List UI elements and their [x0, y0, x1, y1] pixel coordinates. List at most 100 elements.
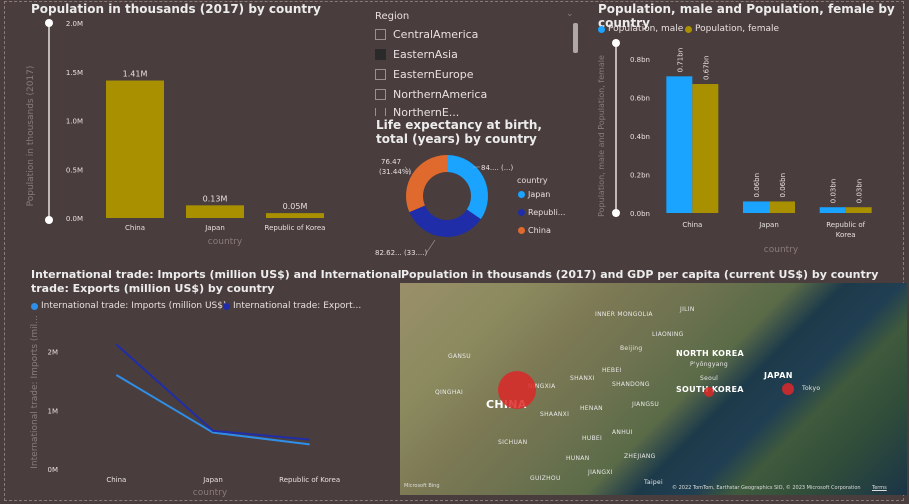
donut-slice[interactable] [447, 155, 488, 220]
region-checkbox[interactable] [375, 69, 386, 80]
gender-bar[interactable] [666, 76, 693, 213]
trade-ytick: 1M [48, 407, 59, 415]
legend-dot-icon [518, 227, 525, 234]
region-option-label: NorthernAmerica [393, 88, 488, 101]
region-option[interactable]: EasternEurope [375, 68, 474, 81]
gender-bar[interactable] [845, 207, 872, 213]
pop-bar[interactable] [106, 80, 164, 219]
map-place-label: HENAN [580, 405, 603, 412]
gender-legend-item[interactable]: Population, female [685, 24, 779, 34]
china-bubble[interactable] [498, 371, 536, 409]
donut-legend-item[interactable]: Japan [518, 190, 550, 199]
donut-legend-item[interactable]: Republi... [518, 208, 565, 217]
trade-ytick: 0M [48, 466, 59, 474]
map-place-label: GUIZHOU [530, 475, 561, 482]
trade-category-label: Japan [202, 476, 223, 484]
gender-bar[interactable] [819, 207, 846, 213]
pop-ytick: 1.0M [66, 118, 83, 126]
region-option-label: CentralAmerica [393, 28, 479, 41]
donut-label-china-value: 76.47 [381, 158, 401, 166]
region-option-label: EasternAsia [393, 48, 458, 61]
gender-bar[interactable] [692, 84, 719, 214]
gender-legend-label: Population, male [608, 24, 684, 34]
trade-ylabel: International trade: Imports (mil... [30, 315, 40, 468]
trade-ytick: 2M [48, 349, 59, 357]
map-place-label: QINGHAI [435, 389, 464, 396]
trade-line[interactable] [115, 343, 310, 441]
gender-data-label: 0.06bn [753, 173, 761, 197]
pop-slider-top-handle[interactable] [45, 19, 53, 27]
map-place-label: GANSU [448, 353, 471, 360]
map-place-label: NORTH KOREA [676, 349, 744, 358]
region-checkbox[interactable] [375, 89, 386, 100]
map-place-label: HUNAN [566, 455, 590, 462]
gender-slider-top-handle[interactable] [612, 39, 620, 47]
donut-slice[interactable] [406, 155, 447, 213]
gender-data-label: 0.71bn [676, 48, 684, 72]
legend-dot-icon [598, 25, 605, 33]
gender-slider-bottom-handle[interactable] [612, 209, 620, 217]
map-terms-link[interactable]: Terms [872, 485, 887, 491]
gender-bar[interactable] [769, 201, 795, 213]
map-place-label: Beijing [620, 345, 643, 352]
pop-ylabel: Population in thousands (2017) [26, 66, 36, 207]
region-option-label: EasternEurope [393, 68, 474, 81]
region-checkbox[interactable] [375, 49, 386, 60]
legend-dot-icon [31, 302, 38, 310]
donut-legend-title: country [517, 176, 548, 185]
slicer-collapse-icon[interactable]: ⌄ [566, 9, 574, 19]
trade-legend-label: International trade: Imports (million US… [41, 301, 227, 311]
gender-xlabel: country [764, 245, 799, 255]
gender-legend-label: Population, female [695, 24, 780, 34]
pop-ytick: 2.0M [66, 20, 83, 28]
trade-line[interactable] [115, 374, 310, 446]
map-place-label: Taipei [644, 479, 663, 486]
donut-legend-label: Republi... [528, 208, 566, 217]
pop-category-label: Japan [204, 224, 225, 232]
donut-label-japan: 84.... (...) [481, 164, 513, 172]
trade-legend-item[interactable]: International trade: Export... [223, 301, 361, 311]
gender-data-label: 0.67bn [702, 56, 710, 80]
pop-bar[interactable] [266, 213, 324, 218]
trade-line-chart: International trade: Imports (mil... 0M 1… [30, 315, 340, 498]
trade-category-label: Republic of Korea [279, 476, 340, 484]
map-place-label: HUBEI [582, 435, 603, 442]
trade-legend-item[interactable]: International trade: Imports (million US… [31, 301, 227, 311]
pop-bar[interactable] [186, 205, 244, 218]
donut-slice[interactable] [409, 205, 481, 237]
region-option[interactable]: NorthernE... [375, 108, 459, 116]
pop-ytick: 1.5M [66, 69, 83, 77]
donut-legend-item[interactable]: China [518, 226, 551, 235]
gender-legend-item[interactable]: Population, male [598, 24, 683, 34]
gender-bar-chart: Population, male and Population, female … [597, 39, 872, 255]
country-map[interactable]: INNER MONGOLIA JILIN LIAONING GANSU Beijing N… [400, 283, 907, 495]
map-place-label: Seoul [700, 375, 719, 382]
region-option[interactable]: NorthernAmerica [375, 88, 487, 101]
map-place-label: JIANGSU [632, 401, 660, 408]
pop-data-label: 0.13M [203, 194, 228, 203]
map-place-label: SHANXI [570, 375, 595, 382]
pop-category-label: China [125, 224, 145, 232]
korea-bubble[interactable] [704, 387, 714, 397]
slicer-scrollbar[interactable] [573, 23, 578, 53]
gender-category-label: China [682, 221, 702, 229]
region-checkbox[interactable] [375, 108, 386, 116]
region-option[interactable]: CentralAmerica [375, 28, 478, 41]
region-checkbox[interactable] [375, 29, 386, 40]
gender-chart-title: Population, male and Population, female … [598, 2, 895, 30]
gender-category-label: Republic of [826, 221, 865, 229]
region-option[interactable]: EasternAsia [375, 48, 458, 61]
map-place-label: NINGXIA [528, 383, 556, 390]
gender-ytick: 0.8bn [630, 56, 650, 64]
donut-label-korea: 82.62... (33....) [375, 249, 427, 257]
pop-slider-bottom-handle[interactable] [45, 216, 53, 224]
map-place-label: JAPAN [764, 371, 793, 380]
map-attribution: © 2022 TomTom, Earthstar Geographics SIO… [672, 485, 861, 491]
pop-data-label: 1.41M [123, 70, 148, 79]
pop-category-label: Republic of Korea [265, 224, 326, 232]
japan-bubble[interactable] [782, 383, 794, 395]
pop-chart-title: Population in thousands (2017) by countr… [31, 2, 321, 16]
map-place-label: ANHUI [612, 429, 633, 436]
gender-bar[interactable] [743, 201, 769, 213]
gender-ylabel: Population, male and Population, female [597, 55, 606, 217]
